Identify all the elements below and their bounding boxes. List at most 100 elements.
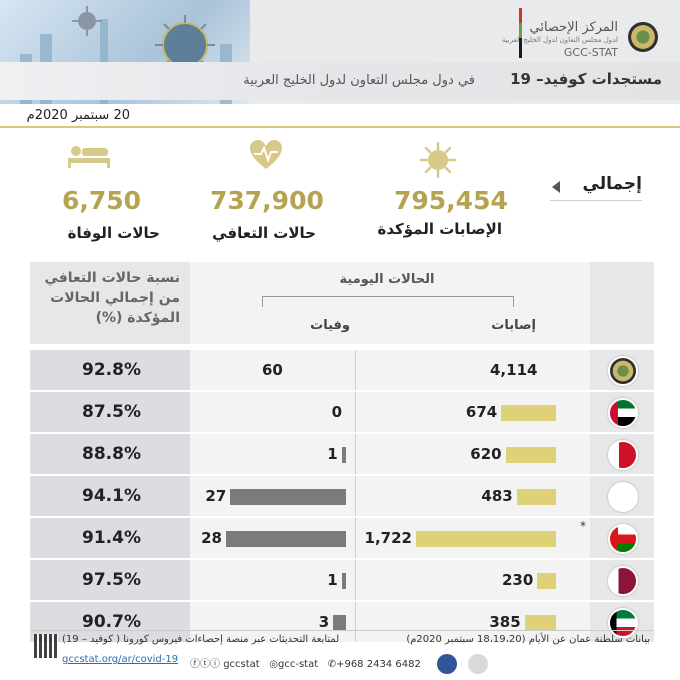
deaths-value-label: 3	[318, 613, 330, 631]
qr-code	[34, 634, 58, 658]
recovery-pct-value: 97.5%	[82, 570, 141, 590]
deaths-value-label: 0	[331, 403, 342, 421]
daily-cell	[190, 350, 590, 390]
page-subtitle: في دول مجلس التعاون لدول الخليج العربية	[243, 73, 475, 88]
column-divider	[355, 434, 356, 474]
virus-icon	[419, 141, 457, 179]
title-band	[0, 62, 680, 100]
deaths-value-label: 27	[205, 487, 227, 505]
oman-data-note: بيانات سلطنة عمان عن الأيام (18،19،20 سب…	[406, 634, 650, 645]
column-divider	[355, 602, 356, 642]
daily-cell	[190, 560, 590, 600]
skyline-decoration	[100, 19, 108, 104]
recovery-cell	[30, 392, 190, 432]
deaths-column-header: وفيات	[310, 318, 350, 333]
cases-value-label: 230	[501, 571, 534, 589]
daily-cases-header: الحالات اليومية	[339, 272, 435, 287]
cases-column-header: إصابات	[491, 318, 536, 333]
virus-decoration-icon	[72, 6, 102, 36]
page-title: مستجدات كوفيد– 19	[510, 70, 662, 88]
deaths-value-label: 1	[327, 445, 338, 463]
flag-saudi-arabia-icon	[608, 482, 638, 512]
deaths-value-label: 60	[262, 361, 283, 379]
recovery-pct-header: نسبة حالات التعافي من إجمالي الحالات الم…	[44, 270, 180, 326]
recovery-cell	[30, 560, 190, 600]
flag-gcc-icon	[608, 356, 638, 386]
recovery-cell	[30, 476, 190, 516]
cases-bar	[501, 405, 556, 421]
logo-color-bar	[519, 8, 522, 58]
heartbeat-icon	[250, 140, 282, 169]
recovery-cell	[30, 518, 190, 558]
caret-left-icon	[552, 181, 560, 193]
cases-bar	[505, 447, 556, 463]
handle-instagram[interactable]: gccstat	[223, 659, 260, 670]
logo-name-ar: المركز الإحصائي	[529, 20, 618, 35]
logo-name-en: GCC-STAT	[563, 46, 618, 59]
oman-footnote-star: *	[580, 519, 586, 533]
total-confirmed-label: الإصابات المؤكدة	[377, 220, 502, 238]
logo-sub-ar: لدول مجلس التعاون لدول الخليج العربية	[501, 36, 618, 44]
cases-bar	[524, 615, 556, 631]
divider	[0, 126, 680, 128]
total-confirmed-value: 795,454	[394, 186, 508, 215]
cases-value-label: 483	[481, 487, 513, 505]
divider	[30, 630, 654, 631]
flag-oman-icon	[608, 524, 638, 554]
total-deaths-value: 6,750	[62, 186, 142, 215]
daily-cell	[190, 602, 590, 642]
recovery-pct-value: 87.5%	[82, 402, 141, 422]
recovery-pct-value: 90.7%	[82, 612, 141, 632]
handle-snapchat[interactable]: gcc-stat	[278, 659, 319, 670]
total-recovered-label: حالات التعافي	[212, 224, 316, 242]
certification-badge-icon	[437, 654, 457, 674]
flag-uae-icon	[608, 398, 638, 428]
column-divider	[355, 560, 356, 600]
header-bracket	[262, 296, 514, 307]
gcc-seal-logo	[628, 22, 658, 52]
cases-bar	[537, 573, 556, 589]
deaths-bar	[226, 531, 346, 547]
recovery-pct-value: 92.8%	[82, 360, 141, 380]
certification-badge-icon	[468, 654, 488, 674]
flag-qatar-icon	[608, 566, 638, 596]
phone-number[interactable]: +968 2434 6482	[336, 659, 421, 670]
follow-note: لمتابعة التحديثات عبر منصة إحصاءات فيروس…	[62, 634, 340, 645]
deaths-bar	[341, 573, 346, 589]
cases-bar	[516, 489, 556, 505]
deaths-bar	[333, 615, 346, 631]
header-banner: المركز الإحصائي لدول مجلس التعاون لدول ا…	[0, 0, 680, 104]
column-divider	[355, 518, 356, 558]
social-icons[interactable]: ⓕⓣⓘ	[190, 659, 224, 670]
recovery-cell	[30, 350, 190, 390]
cases-value-label: 620	[470, 445, 502, 463]
total-recovered-value: 737,900	[210, 186, 324, 215]
cases-value-label: 674	[465, 403, 498, 421]
whatsapp-icon[interactable]: ✆	[327, 659, 337, 670]
totals-label: إجمالي	[582, 174, 642, 194]
recovery-pct-value: 94.1%	[82, 486, 141, 506]
report-date: 20 سبتمبر 2020م	[26, 108, 130, 123]
recovery-header-cell	[30, 262, 190, 344]
snapchat-icon[interactable]: ◎	[269, 659, 278, 670]
recovery-pct-value: 91.4%	[82, 528, 141, 548]
flag-bahrain-icon	[608, 440, 638, 470]
patient-bed-icon	[68, 146, 110, 168]
cases-value-label: 385	[489, 613, 521, 631]
cases-value-label: 1,722	[364, 529, 412, 547]
social-contacts: ⓕⓣⓘ gccstat ◎gcc-stat ✆+968 2434 6482	[190, 655, 421, 670]
deaths-value-label: 28	[201, 529, 222, 547]
flag-header-cell	[590, 262, 654, 344]
recovery-pct-value: 88.8%	[82, 444, 141, 464]
column-divider	[355, 392, 356, 432]
cases-bar	[416, 531, 556, 547]
divider	[550, 200, 642, 201]
column-divider	[355, 350, 356, 390]
column-divider	[355, 476, 356, 516]
covid-platform-link[interactable]: gccstat.org/ar/covid-19	[62, 654, 179, 665]
flag-kuwait-icon	[608, 608, 638, 638]
total-deaths-label: حالات الوفاة	[67, 224, 160, 242]
deaths-value-label: 1	[327, 571, 338, 589]
deaths-bar	[341, 447, 346, 463]
deaths-bar	[230, 489, 346, 505]
